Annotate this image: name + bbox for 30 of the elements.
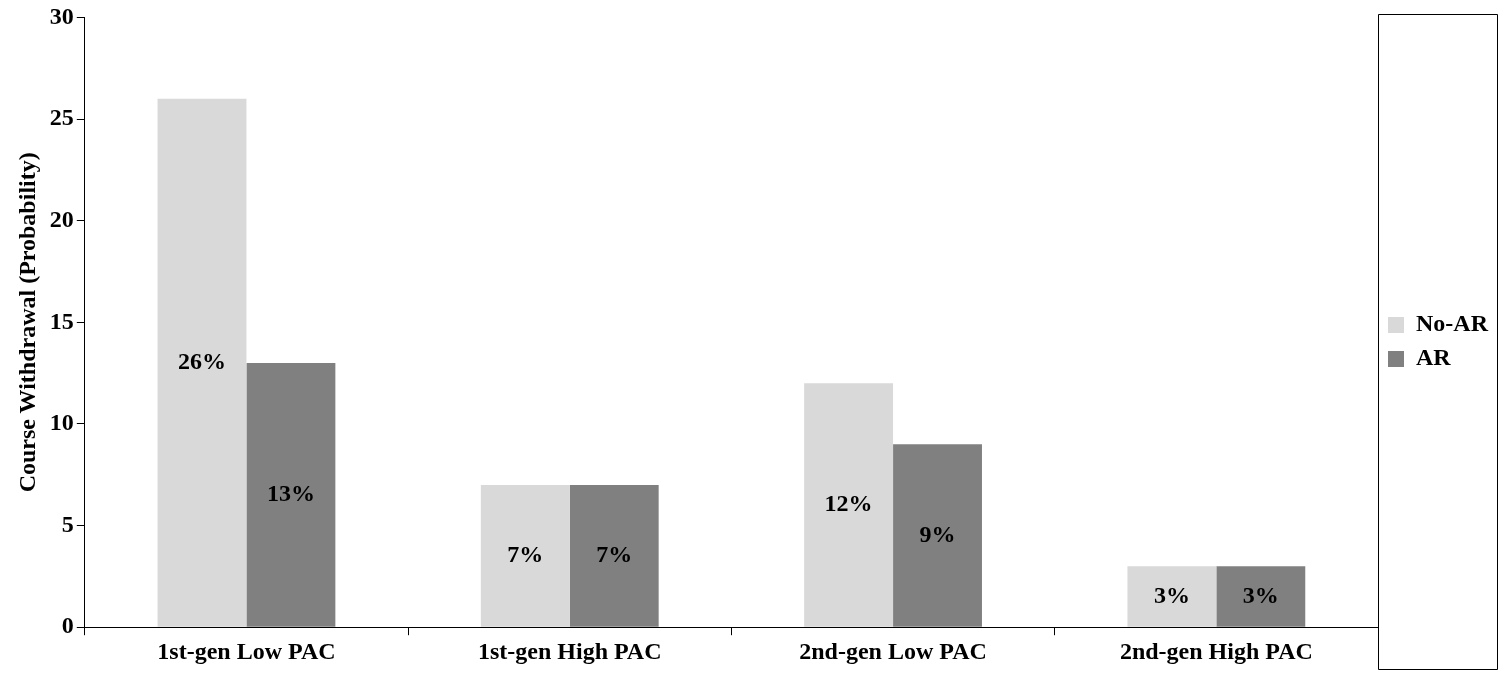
bar [246, 362, 336, 627]
y-tick-label: 30 [49, 2, 74, 29]
x-tick-label: 2nd-gen Low PAC [799, 637, 987, 664]
data-label: 12% [824, 490, 873, 517]
data-label: 9% [919, 520, 956, 547]
bar [157, 98, 247, 627]
bar [1127, 566, 1217, 627]
y-axis-title: Course Withdrawal (Probability) [13, 152, 40, 493]
y-tick-label: 5 [61, 510, 74, 537]
y-tick-label: 15 [49, 307, 74, 334]
legend-label: AR [1416, 344, 1452, 371]
data-label: 7% [507, 541, 544, 568]
x-tick-label: 1st-gen High PAC [477, 637, 662, 664]
data-label: 3% [1153, 581, 1190, 608]
y-tick-label: 0 [61, 612, 74, 639]
data-label: 13% [266, 480, 315, 507]
data-label: 7% [596, 541, 633, 568]
y-tick-label: 25 [49, 104, 74, 131]
y-tick-label: 20 [49, 205, 74, 232]
bar [1216, 566, 1306, 627]
bar [569, 484, 659, 627]
x-tick-label: 1st-gen Low PAC [157, 637, 336, 664]
data-label: 26% [178, 347, 226, 374]
bar [893, 444, 982, 627]
data-label: 3% [1242, 581, 1279, 608]
bar [804, 383, 894, 627]
legend-label: No-AR [1416, 310, 1489, 337]
x-tick-label: 2nd-gen High PAC [1119, 637, 1313, 664]
bar [480, 484, 570, 627]
y-tick-label: 10 [49, 409, 74, 436]
